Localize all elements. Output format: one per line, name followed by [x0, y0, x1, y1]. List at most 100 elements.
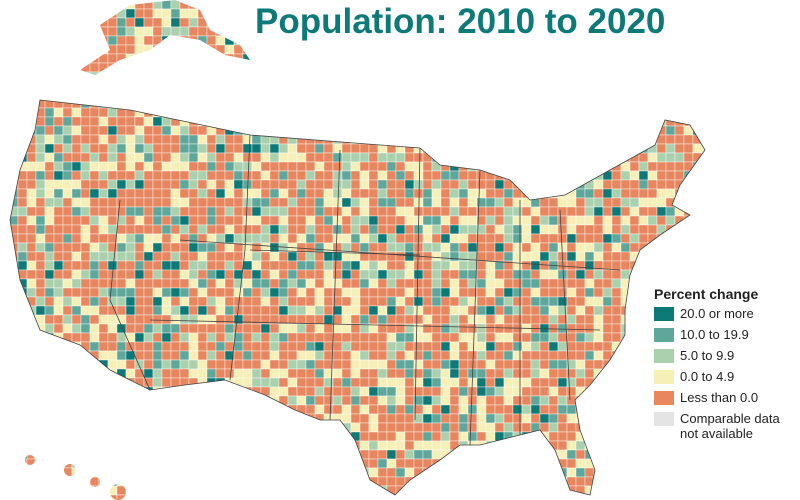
county-cell — [494, 341, 505, 352]
county-cell — [17, 395, 28, 406]
county-cell — [458, 458, 469, 469]
county-cell — [80, 8, 91, 19]
county-cell — [629, 431, 640, 442]
county-cell — [188, 332, 199, 343]
county-cell — [179, 359, 190, 370]
county-cell — [350, 179, 361, 190]
county-cell — [386, 269, 397, 280]
county-cell — [233, 431, 244, 442]
county-cell — [314, 269, 325, 280]
county-cell — [314, 467, 325, 478]
county-cell — [629, 323, 640, 334]
county-cell — [116, 278, 127, 289]
county-cell — [35, 485, 46, 496]
county-cell — [656, 485, 667, 496]
county-cell — [296, 359, 307, 370]
county-cell — [10, 386, 19, 397]
county-cell — [53, 197, 64, 208]
county-cell — [305, 197, 316, 208]
county-cell — [413, 44, 424, 55]
county-cell — [674, 242, 685, 253]
county-cell — [53, 440, 64, 451]
county-cell — [179, 413, 190, 424]
county-cell — [197, 269, 208, 280]
county-cell — [170, 287, 181, 298]
legend-item: 0.0 to 4.9 — [654, 369, 800, 384]
county-cell — [332, 134, 343, 145]
county-cell — [161, 458, 172, 469]
county-cell — [89, 125, 100, 136]
county-cell — [440, 98, 451, 109]
county-cell — [557, 197, 568, 208]
county-cell — [287, 287, 298, 298]
county-cell — [458, 98, 469, 109]
county-cell — [530, 476, 541, 487]
county-cell — [674, 53, 685, 64]
county-cell — [98, 413, 109, 424]
county-cell — [611, 134, 622, 145]
county-cell — [404, 215, 415, 226]
county-cell — [368, 188, 379, 199]
county-cell — [170, 251, 181, 262]
county-cell — [0, 45, 9, 54]
county-cell — [197, 305, 208, 316]
county-cell — [323, 332, 334, 343]
county-cell — [188, 17, 199, 28]
county-cell — [26, 224, 37, 235]
county-cell — [620, 188, 631, 199]
county-cell — [422, 476, 433, 487]
county-cell — [386, 485, 397, 496]
county-cell — [206, 0, 217, 10]
county-cell — [665, 17, 676, 28]
county-cell — [431, 44, 442, 55]
county-cell — [107, 116, 118, 127]
county-cell — [665, 125, 676, 136]
county-cell — [10, 305, 19, 316]
county-cell — [674, 80, 685, 91]
county-cell — [485, 350, 496, 361]
county-cell — [449, 242, 460, 253]
county-cell — [314, 377, 325, 388]
county-cell — [458, 224, 469, 235]
county-cell — [711, 108, 720, 117]
county-cell — [359, 341, 370, 352]
county-cell — [341, 116, 352, 127]
county-cell — [395, 152, 406, 163]
county-cell — [422, 323, 433, 334]
county-cell — [161, 269, 172, 280]
county-cell — [98, 62, 109, 73]
county-cell — [0, 432, 9, 441]
county-cell — [557, 386, 568, 397]
county-cell — [521, 242, 532, 253]
county-cell — [584, 107, 595, 118]
county-cell — [179, 62, 190, 73]
county-cell — [332, 467, 343, 478]
county-cell — [161, 161, 172, 172]
county-cell — [278, 350, 289, 361]
county-cell — [602, 494, 613, 500]
county-cell — [233, 206, 244, 217]
county-cell — [647, 251, 658, 262]
county-cell — [359, 413, 370, 424]
county-cell — [143, 350, 154, 361]
county-cell — [116, 17, 127, 28]
county-cell — [305, 80, 316, 91]
county-cell — [431, 233, 442, 244]
county-cell — [566, 116, 577, 127]
county-cell — [260, 179, 271, 190]
county-cell — [26, 206, 37, 217]
county-cell — [485, 332, 496, 343]
county-cell — [314, 116, 325, 127]
county-cell — [413, 359, 424, 370]
county-cell — [26, 395, 37, 406]
county-cell — [278, 134, 289, 145]
county-cell — [530, 98, 541, 109]
county-cell — [260, 116, 271, 127]
county-cell — [0, 378, 9, 387]
county-cell — [368, 278, 379, 289]
county-cell — [494, 278, 505, 289]
county-cell — [215, 431, 226, 442]
county-cell — [17, 233, 28, 244]
county-cell — [629, 476, 640, 487]
county-cell — [251, 485, 262, 496]
